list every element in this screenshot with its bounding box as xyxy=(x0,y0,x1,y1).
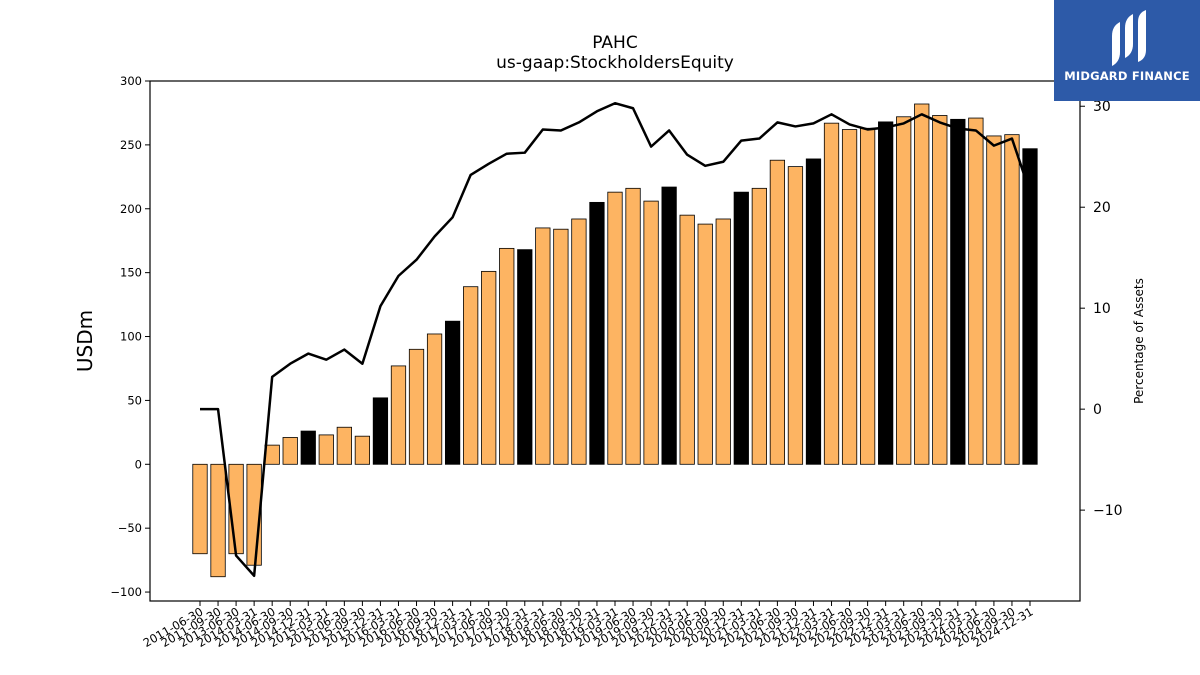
y-axis-label: USDm xyxy=(73,310,97,372)
bar-2020-09-30 xyxy=(715,218,731,465)
bar-2014-09-30 xyxy=(282,437,298,465)
bar-2021-03-31 xyxy=(751,187,767,465)
bar-2022-06-30 xyxy=(841,129,858,465)
y-tick-label: 150 xyxy=(120,266,142,280)
line-group xyxy=(200,101,1032,578)
bars-group xyxy=(192,103,1038,578)
bar-2018-06-30 xyxy=(553,228,569,465)
bar-2019-12-31 xyxy=(661,186,677,465)
bar-2017-03-31 xyxy=(463,286,479,465)
y-tick-label: 50 xyxy=(127,393,142,407)
bar-2015-03-31 xyxy=(318,434,334,465)
chart-title: PAHC xyxy=(592,33,637,53)
bar-2022-12-31 xyxy=(878,121,894,465)
bar-2015-09-30 xyxy=(354,435,371,465)
bar-2018-09-30 xyxy=(571,218,587,465)
bar-2021-06-30 xyxy=(769,159,786,465)
bar-2019-06-30 xyxy=(625,187,641,465)
bar-2018-03-31 xyxy=(535,227,551,465)
y2-tick-label: 0 xyxy=(1093,402,1102,418)
bar-2017-09-30 xyxy=(499,247,515,465)
percentage-line xyxy=(200,101,1032,578)
bar-2023-06-30 xyxy=(914,103,930,465)
bar-2011-06-30 xyxy=(192,463,208,555)
y2-tick-label: 30 xyxy=(1093,99,1111,115)
bar-2021-12-31 xyxy=(805,158,822,465)
y2-axis-label: Percentage of Assets xyxy=(1132,278,1146,404)
y2-tick-label: −10 xyxy=(1093,503,1123,519)
y-tick-label: 100 xyxy=(120,330,142,344)
bar-2024-12-31 xyxy=(1022,148,1038,465)
plot-frame xyxy=(149,80,1081,602)
bar-2020-03-31 xyxy=(679,214,695,465)
bar-2019-09-30 xyxy=(643,200,659,465)
bar-2022-09-30 xyxy=(859,127,876,465)
y-tick-label: −50 xyxy=(118,521,142,535)
midgard-logo-icon xyxy=(1112,10,1146,66)
y-tick-label: 250 xyxy=(120,138,142,152)
bar-2020-12-31 xyxy=(733,191,749,465)
bar-2018-12-31 xyxy=(589,201,605,465)
bar-2023-09-30 xyxy=(932,115,948,465)
bar-2020-06-30 xyxy=(697,223,713,465)
bar-2016-09-30 xyxy=(426,333,443,465)
y-tick-label: 200 xyxy=(120,202,142,216)
bar-2021-09-30 xyxy=(787,166,804,465)
bar-2024-03-31 xyxy=(968,117,984,465)
chart-subtitle: us-gaap:StockholdersEquity xyxy=(496,53,734,73)
y2-tick-label: 10 xyxy=(1093,301,1111,317)
bar-2015-06-30 xyxy=(336,426,352,465)
bar-2024-06-30 xyxy=(986,135,1002,465)
bar-2023-03-31 xyxy=(896,116,912,465)
y-tick-label: 0 xyxy=(135,457,142,471)
bar-2011-09-30 xyxy=(210,463,226,578)
bar-2016-03-31 xyxy=(390,365,407,465)
midgard-finance-logo: MIDGARD FINANCE xyxy=(1054,0,1200,101)
bar-2016-06-30 xyxy=(408,348,425,465)
logo-text: MIDGARD FINANCE xyxy=(1064,69,1190,83)
bar-2024-09-30 xyxy=(1004,134,1020,465)
y-tick-label: −100 xyxy=(110,585,142,599)
x-ticks: 2011-06-302011-09-302013-06-302014-03-31… xyxy=(141,601,1036,650)
y2-tick-label: 20 xyxy=(1093,200,1111,216)
bar-2023-12-31 xyxy=(950,118,966,465)
bar-2014-12-31 xyxy=(300,430,316,465)
bar-2017-12-31 xyxy=(517,249,533,465)
y-ticks: −100 −50 0 50 100 150 200 250 300 xyxy=(110,74,150,599)
bar-2022-03-31 xyxy=(823,122,840,465)
bar-2017-06-30 xyxy=(481,270,497,465)
y-tick-label: 300 xyxy=(120,74,142,88)
bar-2019-03-31 xyxy=(607,191,623,465)
bar-2016-12-31 xyxy=(444,320,461,465)
bar-2015-12-31 xyxy=(372,397,389,465)
bar-2014-06-30 xyxy=(264,444,280,465)
y2-ticks: −10 0 10 20 30 xyxy=(1080,99,1123,519)
